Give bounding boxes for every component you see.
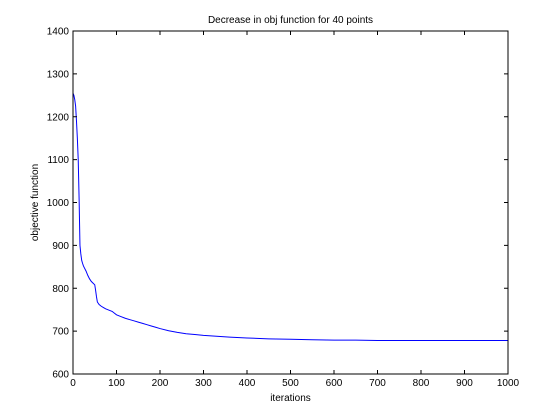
x-tick-label: 900 [456,378,473,389]
x-tick-label: 200 [152,378,169,389]
x-tick-label: 600 [326,378,343,389]
x-tick-label: 800 [413,378,430,389]
plot-area [73,31,508,374]
y-tick-label: 800 [52,284,69,295]
x-tick-label: 400 [239,378,256,389]
y-tick-label: 1200 [47,112,70,123]
y-tick-label: 1000 [47,198,70,209]
tick-labels: 0 100 200 300 400 500 600 700 800 900 1000 600 700 80… [47,27,520,390]
y-tick-label: 700 [52,327,69,338]
y-tick-label: 900 [52,241,69,252]
x-tick-label: 1000 [497,378,520,389]
x-tick-label: 500 [282,378,299,389]
chart-title: Decrease in obj function for 40 points [208,15,373,26]
y-tick-label: 1100 [47,155,69,166]
x-tick-label: 0 [70,378,76,389]
x-axis-label: iterations [270,393,311,404]
plot-frame [72,30,509,375]
y-tick-label: 600 [52,370,69,381]
objective-series-line [72,92,508,342]
y-tick-label: 1300 [47,69,70,80]
x-tick-label: 300 [195,378,212,389]
plot-content [72,92,508,342]
y-axis-label: objective function [30,164,41,241]
x-tick-label: 700 [369,378,386,389]
y-tick-label: 1400 [47,27,70,38]
x-tick-label: 100 [108,378,125,389]
